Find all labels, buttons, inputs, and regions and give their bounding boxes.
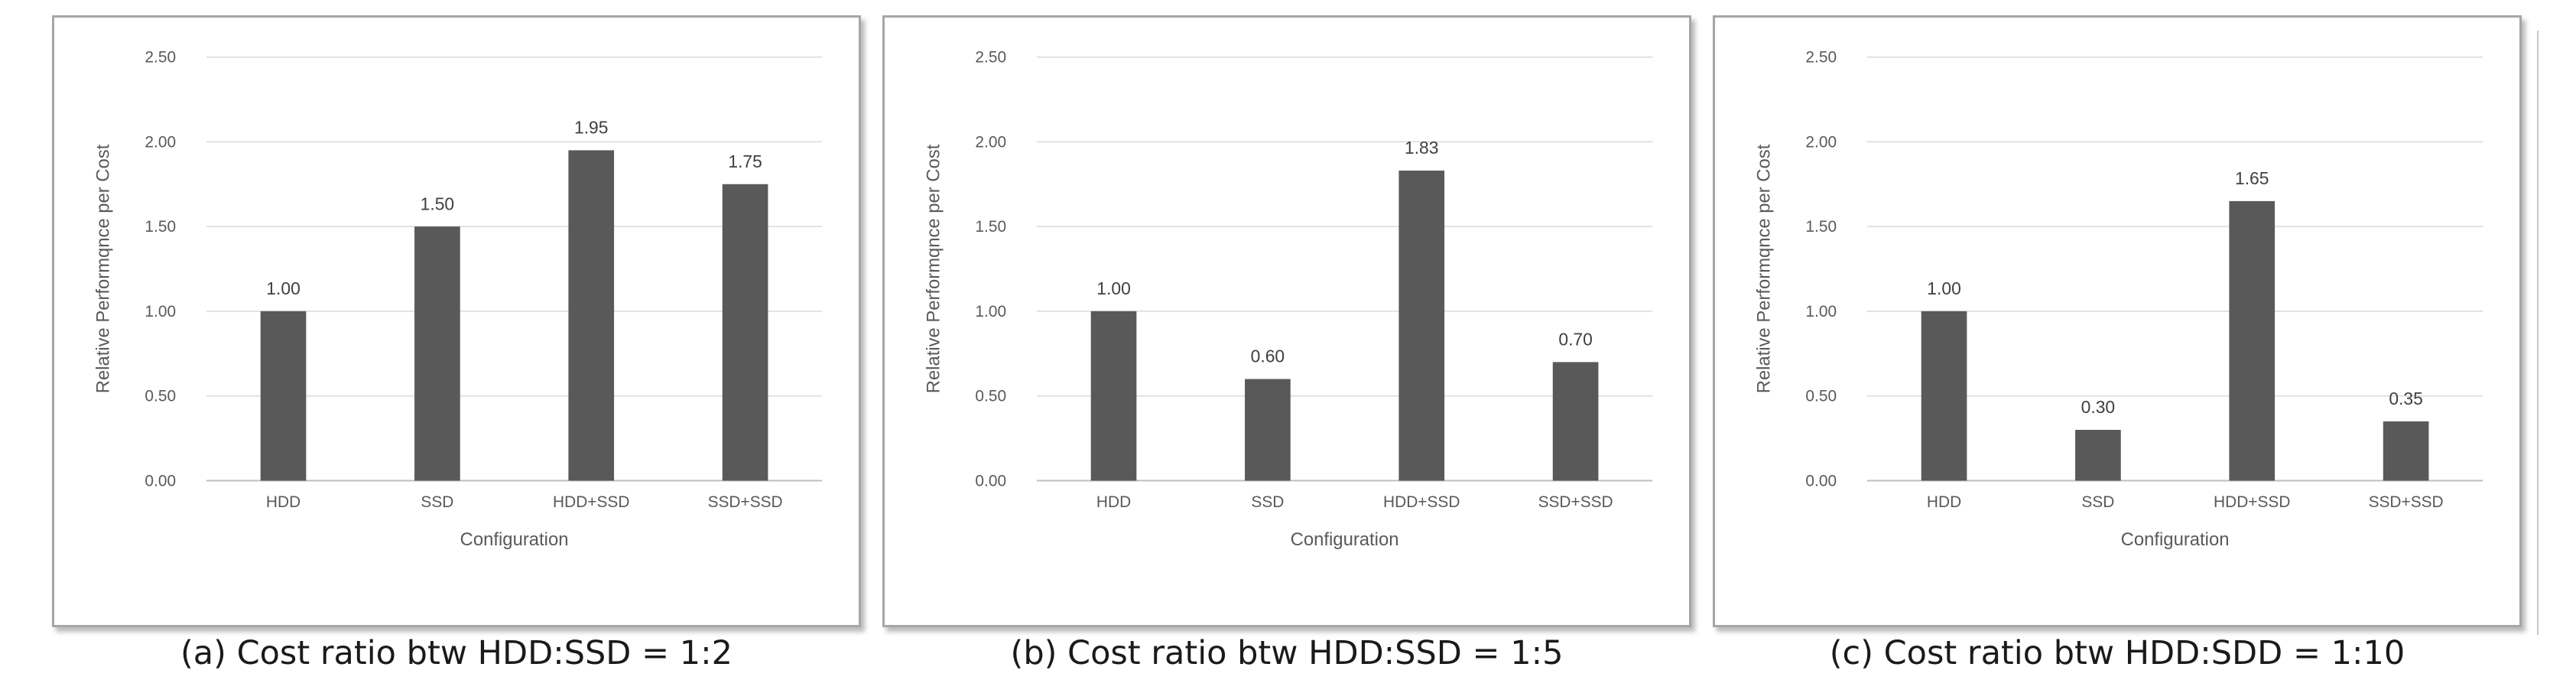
x-tick-label-a-3: SSD+SSD xyxy=(708,493,783,511)
x-tick-label-c-1: SSD xyxy=(2081,493,2114,511)
bar-c-ssd xyxy=(2075,429,2121,481)
y-tick-label-b-4: 2.00 xyxy=(975,133,1006,151)
y-tick-label-c-0: 0.00 xyxy=(1805,472,1837,490)
x-tick-label-a-2: HDD+SSD xyxy=(553,493,629,511)
y-tick-label-a-0: 0.00 xyxy=(145,472,176,490)
data-label-c-1: 0.30 xyxy=(2081,397,2115,417)
bar-chart-a: 0.00 0.50 1.00 1.50 2.00 2.50 1.00 HDD 1.50 SSD 1.… xyxy=(93,49,823,550)
y-tick-label-c-3: 1.50 xyxy=(1805,218,1837,236)
page-edge-divider xyxy=(2537,31,2539,635)
y-tick-label-a-3: 1.50 xyxy=(145,218,176,236)
y-axis-title-c: Relative Performqnce per Cost xyxy=(1754,144,1775,393)
y-axis-title-b: Relative Performqnce per Cost xyxy=(924,144,944,393)
bar-a-hdd xyxy=(260,311,307,481)
data-label-a-0: 1.00 xyxy=(266,278,300,298)
chart-panel-c: 0.00 0.50 1.00 1.50 2.00 2.50 1.00 HDD 0.30 SSD 1.… xyxy=(1713,15,2522,627)
bar-c-ssd-plus-ssd xyxy=(2383,421,2429,481)
x-tick-label-c-0: HDD xyxy=(1927,493,1961,511)
bar-c-hdd xyxy=(1921,311,1967,481)
y-tick-label-b-2: 1.00 xyxy=(975,303,1006,320)
bar-b-ssd-plus-ssd xyxy=(1552,362,1599,481)
x-tick-label-a-1: SSD xyxy=(421,493,453,511)
x-tick-label-b-3: SSD+SSD xyxy=(1538,493,1613,511)
y-tick-label-c-4: 2.00 xyxy=(1805,133,1837,151)
caption-c: (c) Cost ratio btw HDD:SDD = 1:10 xyxy=(1829,634,2405,672)
x-tick-label-c-3: SSD+SSD xyxy=(2369,493,2444,511)
y-tick-label-b-1: 0.50 xyxy=(975,388,1006,405)
x-tick-label-b-0: HDD xyxy=(1096,493,1131,511)
chart-panel-a: 0.00 0.50 1.00 1.50 2.00 2.50 1.00 HDD 1.50 SSD 1.… xyxy=(52,15,861,627)
data-label-b-3: 0.70 xyxy=(1558,330,1592,350)
y-tick-label-a-1: 0.50 xyxy=(145,388,176,405)
x-axis-title-b: Configuration xyxy=(1291,529,1399,550)
y-tick-label-a-5: 2.50 xyxy=(145,49,176,67)
x-tick-label-b-1: SSD xyxy=(1251,493,1284,511)
bar-b-hdd xyxy=(1090,311,1137,481)
data-label-c-0: 1.00 xyxy=(1927,278,1960,298)
data-label-c-3: 0.35 xyxy=(2389,389,2422,408)
x-axis-title-c: Configuration xyxy=(2121,529,2230,550)
bar-a-ssd xyxy=(414,226,460,481)
data-label-b-0: 1.00 xyxy=(1096,278,1130,298)
bar-chart-c: 0.00 0.50 1.00 1.50 2.00 2.50 1.00 HDD 0.30 SSD 1.… xyxy=(1754,49,2483,550)
bar-a-hdd-plus-ssd xyxy=(568,150,615,481)
x-tick-label-b-2: HDD+SSD xyxy=(1383,493,1460,511)
y-axis-title-a: Relative Performqnce per Cost xyxy=(93,144,114,393)
data-label-a-3: 1.75 xyxy=(728,151,762,171)
data-label-b-2: 1.83 xyxy=(1405,138,1438,158)
bar-b-ssd xyxy=(1245,379,1291,481)
y-tick-label-c-2: 1.00 xyxy=(1805,303,1837,320)
chart-panel-b: 0.00 0.50 1.00 1.50 2.00 2.50 1.00 HDD 0.60 SSD 1.… xyxy=(882,15,1691,627)
x-tick-label-a-0: HDD xyxy=(266,493,300,511)
data-label-b-1: 0.60 xyxy=(1251,346,1285,366)
bar-b-hdd-plus-ssd xyxy=(1398,171,1445,481)
bar-a-ssd-plus-ssd xyxy=(722,184,768,481)
y-tick-label-a-4: 2.00 xyxy=(145,133,176,151)
caption-a: (a) Cost ratio btw HDD:SSD = 1:2 xyxy=(180,634,733,672)
y-tick-label-c-5: 2.50 xyxy=(1805,49,1837,67)
y-tick-label-c-1: 0.50 xyxy=(1805,388,1837,405)
data-label-a-1: 1.50 xyxy=(421,194,454,213)
bar-c-hdd-plus-ssd xyxy=(2229,200,2276,481)
bar-chart-b: 0.00 0.50 1.00 1.50 2.00 2.50 1.00 HDD 0.60 SSD 1.… xyxy=(924,49,1653,550)
y-tick-label-b-3: 1.50 xyxy=(975,218,1006,236)
data-label-c-2: 1.65 xyxy=(2235,168,2269,188)
caption-b: (b) Cost ratio btw HDD:SSD = 1:5 xyxy=(1010,634,1564,672)
y-tick-label-b-0: 0.00 xyxy=(975,472,1006,490)
y-tick-label-b-5: 2.50 xyxy=(975,49,1006,67)
x-tick-label-c-2: HDD+SSD xyxy=(2214,493,2290,511)
y-tick-label-a-2: 1.00 xyxy=(145,303,176,320)
data-label-a-2: 1.95 xyxy=(574,118,608,138)
x-axis-title-a: Configuration xyxy=(460,529,569,550)
